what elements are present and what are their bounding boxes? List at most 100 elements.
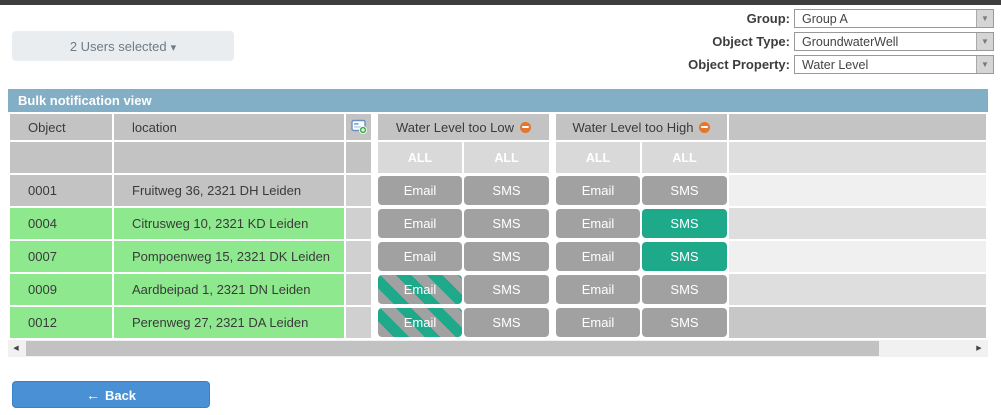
notify-high-email-button[interactable]: Email xyxy=(556,308,640,337)
column-gap xyxy=(551,208,554,239)
row-filler-cell xyxy=(729,142,986,173)
column-gap xyxy=(551,307,554,338)
group-label: Group: xyxy=(746,11,790,26)
row-spacer-cell xyxy=(346,274,371,305)
notify-high-email-button[interactable]: Email xyxy=(556,176,640,205)
column-gap xyxy=(551,241,554,272)
header-filler-cell xyxy=(729,114,986,140)
notify-high-email-button[interactable]: Email xyxy=(556,209,640,238)
back-button[interactable]: ← Back xyxy=(12,381,210,408)
empty-cell xyxy=(10,142,112,173)
row-spacer-cell xyxy=(346,208,371,239)
notify-low-sms-button[interactable]: SMS xyxy=(464,275,549,304)
scroll-right-arrow[interactable]: ▶ xyxy=(976,345,982,352)
location-cell: Citrusweg 10, 2321 KD Leiden xyxy=(114,208,344,239)
notify-low-sms-button[interactable]: SMS xyxy=(464,308,549,337)
column-gap xyxy=(373,307,376,338)
notifications-disabled-icon xyxy=(520,121,532,133)
object-column-header: Object xyxy=(10,114,112,140)
table-row[interactable]: 0009 Aardbeipad 1, 2321 DN Leiden Email … xyxy=(10,274,986,305)
all-high-sms-toggle[interactable]: ALL xyxy=(642,142,728,173)
row-spacer-cell xyxy=(346,307,371,338)
table-row[interactable]: 0007 Pompoenweg 15, 2321 DK Leiden Email… xyxy=(10,241,986,272)
high-threshold-label: Water Level too High xyxy=(572,119,694,135)
table-row[interactable]: 0001 Fruitweg 36, 2321 DH Leiden Email S… xyxy=(10,175,986,206)
group-select-value: Group A xyxy=(802,11,848,26)
location-column-header: location xyxy=(114,114,344,140)
column-gap xyxy=(551,142,554,173)
back-arrow-icon: ← xyxy=(85,386,100,403)
row-filler-cell xyxy=(729,175,986,206)
object-type-select[interactable]: GroundwaterWell ▼ xyxy=(794,32,994,51)
notify-low-email-button[interactable]: Email xyxy=(378,209,462,238)
object-type-label: Object Type: xyxy=(712,34,790,49)
notify-low-sms-button[interactable]: SMS xyxy=(464,209,549,238)
group-select[interactable]: Group A ▼ xyxy=(794,9,994,28)
column-gap xyxy=(551,175,554,206)
users-selected-button[interactable]: 2 Users selected ▾ xyxy=(12,31,234,61)
column-gap xyxy=(373,208,376,239)
object-property-select[interactable]: Water Level ▼ xyxy=(794,55,994,74)
notify-low-email-button[interactable]: Email xyxy=(378,242,462,271)
object-cell: 0001 xyxy=(10,175,112,206)
location-cell: Fruitweg 36, 2321 DH Leiden xyxy=(114,175,344,206)
object-cell: 0012 xyxy=(10,307,112,338)
notify-low-sms-button[interactable]: SMS xyxy=(464,176,549,205)
filter-panel: Group: Group A ▼ Object Type: Groundwate… xyxy=(688,9,994,78)
column-gap xyxy=(373,142,376,173)
notifications-disabled-icon xyxy=(699,121,711,133)
notify-high-email-button[interactable]: Email xyxy=(556,275,640,304)
notify-low-sms-button[interactable]: SMS xyxy=(464,242,549,271)
chevron-down-icon: ▼ xyxy=(976,33,993,50)
users-selected-label: 2 Users selected xyxy=(69,38,167,54)
row-filler-cell xyxy=(729,307,986,338)
top-bar xyxy=(0,0,1001,5)
object-property-select-value: Water Level xyxy=(802,57,869,72)
bulk-notification-table: Bulk notification view Object location xyxy=(8,89,988,357)
notify-low-email-button[interactable]: Email xyxy=(378,308,462,337)
object-cell: 0007 xyxy=(10,241,112,272)
location-cell: Perenweg 27, 2321 DA Leiden xyxy=(114,307,344,338)
empty-cell xyxy=(346,142,371,173)
column-gap xyxy=(551,274,554,305)
row-filler-cell xyxy=(729,241,986,272)
row-filler-cell xyxy=(729,274,986,305)
notify-high-email-button[interactable]: Email xyxy=(556,242,640,271)
column-gap xyxy=(373,274,376,305)
low-threshold-group-header: Water Level too Low xyxy=(378,114,549,140)
column-header-row: Object location Water Level too Low Wate… xyxy=(10,114,986,140)
table-row[interactable]: 0004 Citrusweg 10, 2321 KD Leiden Email … xyxy=(10,208,986,239)
back-button-label: Back xyxy=(104,387,137,403)
column-gap xyxy=(551,114,554,140)
horizontal-scrollbar[interactable]: ◀ ▶ xyxy=(8,340,988,357)
scroll-left-arrow[interactable]: ◀ xyxy=(13,345,19,352)
table-body: 0001 Fruitweg 36, 2321 DH Leiden Email S… xyxy=(10,175,986,338)
object-property-label: Object Property: xyxy=(688,57,790,72)
object-cell: 0004 xyxy=(10,208,112,239)
notify-high-sms-button[interactable]: SMS xyxy=(642,275,728,304)
scrollbar-thumb[interactable] xyxy=(26,341,879,356)
column-gap xyxy=(373,114,376,140)
notify-low-email-button[interactable]: Email xyxy=(378,176,462,205)
notify-low-email-button[interactable]: Email xyxy=(378,275,462,304)
object-cell: 0009 xyxy=(10,274,112,305)
chevron-down-icon: ▼ xyxy=(976,56,993,73)
column-gap xyxy=(373,175,376,206)
notify-high-sms-button[interactable]: SMS xyxy=(642,176,728,205)
table-add-icon xyxy=(350,119,367,134)
empty-cell xyxy=(114,142,344,173)
add-column-cell[interactable] xyxy=(346,114,371,140)
notify-high-sms-button[interactable]: SMS xyxy=(642,209,728,238)
notify-high-sms-button[interactable]: SMS xyxy=(642,308,728,337)
filter-row-object-type: Object Type: GroundwaterWell ▼ xyxy=(688,32,994,51)
table-row[interactable]: 0012 Perenweg 27, 2321 DA Leiden Email S… xyxy=(10,307,986,338)
filter-row-group: Group: Group A ▼ xyxy=(688,9,994,28)
row-spacer-cell xyxy=(346,175,371,206)
all-high-email-toggle[interactable]: ALL xyxy=(556,142,640,173)
notify-high-sms-button[interactable]: SMS xyxy=(642,242,728,271)
caret-down-icon: ▾ xyxy=(170,41,177,54)
low-threshold-label: Water Level too Low xyxy=(395,119,515,135)
all-low-sms-toggle[interactable]: ALL xyxy=(464,142,549,173)
all-low-email-toggle[interactable]: ALL xyxy=(378,142,462,173)
location-cell: Aardbeipad 1, 2321 DN Leiden xyxy=(114,274,344,305)
